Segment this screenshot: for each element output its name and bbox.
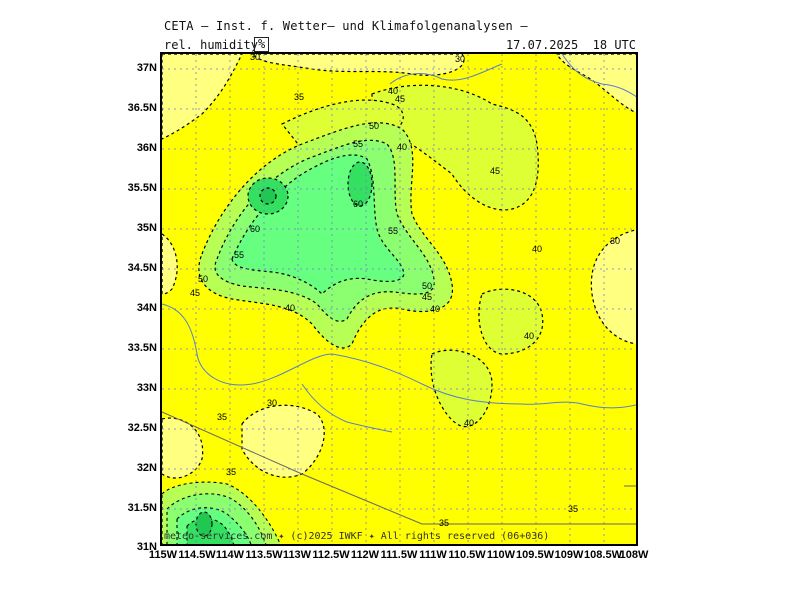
contour-label: 30 (250, 54, 260, 62)
sw-humid-pocket (162, 481, 281, 544)
state-borders (162, 411, 636, 525)
lon-label-112w: 112W (350, 549, 380, 561)
lon-label-110w: 110W (486, 549, 516, 561)
zone-40-45 (281, 84, 544, 428)
contour-label: 40 (430, 304, 440, 314)
rivers (162, 54, 636, 433)
contour-label: 40 (388, 86, 398, 96)
lon-label-110-5w: 110.5W (448, 549, 486, 561)
lat-label-33-5n: 33.5N (127, 342, 157, 354)
lat-label-32n: 32N (136, 462, 157, 474)
contour-label: 45 (395, 94, 405, 104)
river-colorado (162, 303, 636, 409)
lat-label-33n: 33N (136, 382, 157, 394)
core-inner (259, 187, 277, 205)
contour-label: 30 (267, 398, 277, 408)
contour-label: 40 (397, 142, 407, 152)
lon-label-113w: 113W (282, 549, 312, 561)
contour-label: 30 (455, 54, 465, 64)
zone-40-45-east-blob (478, 288, 544, 355)
contour-label: 45 (190, 288, 200, 298)
contour-label: 50 (369, 121, 379, 131)
contour-label: 50 (198, 274, 208, 284)
contour-label: 40 (285, 303, 295, 313)
zone-40-45-north (371, 84, 539, 211)
dry-zones (162, 54, 636, 479)
contour-label: 30 (610, 236, 620, 246)
zone-40-45-south-blob (430, 349, 493, 428)
dry-zone-w (162, 233, 178, 295)
lon-label-109w: 109W (554, 549, 584, 561)
contour-label: 35 (568, 504, 578, 514)
contour-label: 55 (388, 226, 398, 236)
lat-label-35-5n: 35.5N (127, 182, 157, 194)
lon-label-109-5w: 109.5W (516, 549, 554, 561)
humidity-map-svg: 30 30 30 30 35 35 35 35 35 40 40 40 40 4… (162, 54, 636, 544)
contour-labels: 30 30 30 30 35 35 35 35 35 40 40 40 40 4… (190, 54, 620, 528)
dry-zone-sw-1 (241, 404, 325, 478)
contour-label: 60 (250, 224, 260, 234)
lon-label-111w: 111W (419, 549, 447, 561)
river-north (389, 63, 503, 85)
contour-label: 40 (532, 244, 542, 254)
chart-header-title: CETA — Inst. f. Wetter— und Klimafolgena… (164, 19, 528, 33)
contour-label: 35 (217, 412, 227, 422)
border-az-mexico (162, 411, 636, 525)
contour-label: 40 (464, 418, 474, 428)
contour-label: 55 (234, 250, 244, 260)
dry-zone-east (590, 229, 636, 345)
contour-label: 35 (439, 518, 449, 528)
graticule (162, 54, 636, 544)
lat-label-34n: 34N (136, 302, 157, 314)
lat-label-31n: 31N (136, 541, 157, 553)
contour-label: 35 (226, 467, 236, 477)
copyright-credit: meteo-services.com ✦ (c)2025 IWKF ✦ All … (164, 531, 550, 542)
lat-label-36-5n: 36.5N (127, 102, 157, 114)
lon-label-113-5w: 113.5W (245, 549, 283, 561)
lon-label-114-5w: 114.5W (178, 549, 216, 561)
river-south (301, 383, 393, 433)
contour-label: 45 (490, 166, 500, 176)
valid-time: 17.07.2025 18 UTC (505, 38, 636, 52)
lat-label-31-5n: 31.5N (127, 502, 157, 514)
contour-label: 60 (353, 199, 363, 209)
lon-label-112-5w: 112.5W (312, 549, 350, 561)
contour-label: 50 (422, 281, 432, 291)
dry-zone-nw (162, 54, 243, 140)
lat-label-34-5n: 34.5N (127, 262, 157, 274)
lon-label-108-5w: 108.5W (584, 549, 622, 561)
contour-label: 35 (294, 92, 304, 102)
lon-label-115w: 115W (148, 549, 178, 561)
unit-box: % (254, 37, 270, 52)
river-ne (561, 54, 636, 98)
dry-zone-north (251, 54, 465, 76)
contour-label: 45 (422, 292, 432, 302)
lat-label-35n: 35N (136, 222, 157, 234)
lat-label-36n: 36N (136, 142, 157, 154)
core-north-inner (259, 187, 277, 205)
lon-label-108w: 108W (619, 549, 649, 561)
humidity-map[interactable]: 30 30 30 30 35 35 35 35 35 40 40 40 40 4… (160, 52, 638, 546)
contour-label: 55 (353, 139, 363, 149)
contour-label: 40 (524, 331, 534, 341)
lat-label-32-5n: 32.5N (127, 422, 157, 434)
lat-label-37n: 37N (136, 62, 157, 74)
core-center (347, 161, 373, 207)
lon-label-111-5w: 111.5W (380, 549, 418, 561)
lon-label-114w: 114W (215, 549, 245, 561)
parameter-label: rel. humidity (164, 38, 258, 52)
subheader: rel. humidity % 17.07.2025 18 UTC (160, 37, 638, 52)
